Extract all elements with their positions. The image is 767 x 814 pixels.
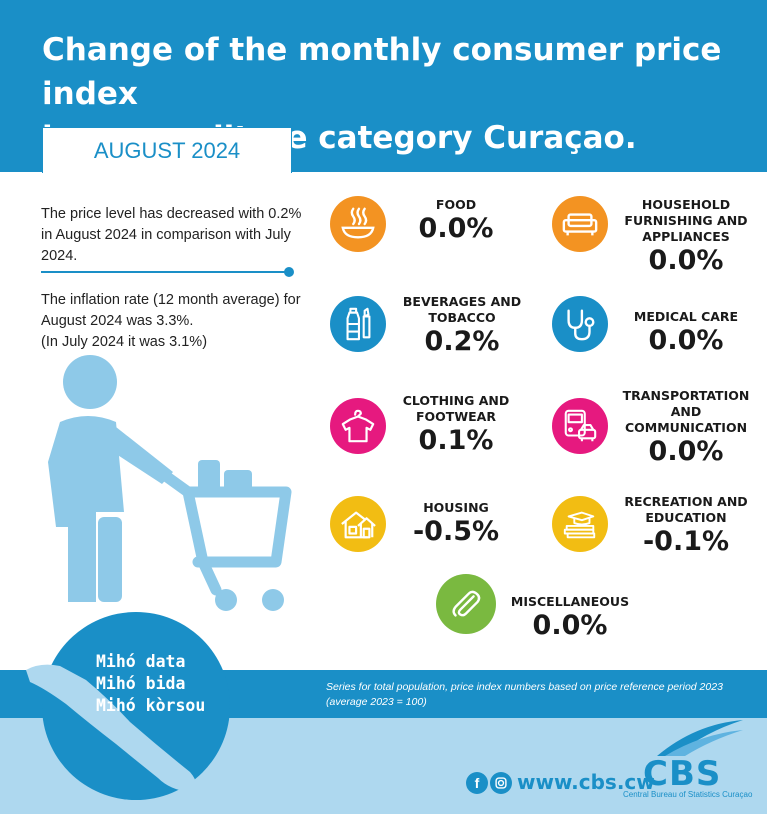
household-category: HOUSEHOLD FURNISHING AND APPLIANCES 0.0%	[606, 197, 766, 277]
beverages-category-icon	[330, 296, 386, 352]
clothing-value: 0.1%	[418, 425, 494, 456]
shirt-icon	[341, 409, 375, 443]
transport-category: TRANSPORTATION AND COMMUNICATION 0.0%	[606, 388, 766, 468]
misc-category: MISCELLANEOUS 0.0%	[490, 594, 650, 642]
food-category-icon	[330, 196, 386, 252]
household-category-icon	[552, 196, 608, 252]
housing-value: -0.5%	[412, 516, 500, 547]
beverages-value: 0.2%	[424, 326, 500, 357]
curacao-island-icon	[26, 664, 196, 792]
misc-category-icon	[436, 574, 496, 634]
food-value: 0.0%	[418, 213, 494, 244]
transport-category-icon	[552, 398, 608, 454]
recreation-value: -0.1%	[642, 526, 730, 557]
website-link[interactable]: www.cbs.cw	[517, 770, 655, 794]
clothing-category-icon	[330, 398, 386, 454]
housing-category: HOUSING -0.5%	[376, 500, 536, 548]
divider-dot	[284, 267, 294, 277]
household-value: 0.0%	[648, 245, 724, 276]
food-bowl-icon	[341, 207, 375, 239]
badge-line-2: Mihó bida	[96, 674, 186, 693]
divider-line	[41, 271, 287, 273]
housing-category-icon	[330, 496, 386, 552]
inflation-text: The inflation rate (12 month average) fo…	[41, 292, 301, 350]
paperclip-icon	[452, 590, 481, 617]
house-icon	[341, 511, 376, 539]
cbs-logo: CBS	[643, 754, 722, 794]
beverages-category: BEVERAGES AND TOBACCO 0.2%	[382, 294, 542, 358]
bottle-icon	[346, 307, 371, 341]
sofa-icon	[562, 213, 598, 236]
series-note: Series for total population, price index…	[326, 681, 723, 708]
medical-category: MEDICAL CARE 0.0%	[606, 309, 766, 357]
food-category: FOOD 0.0%	[376, 197, 536, 245]
bus-car-icon	[564, 409, 597, 442]
recreation-category: RECREATION AND EDUCATION -0.1%	[606, 494, 766, 558]
badge-line-1: Mihó data	[96, 652, 186, 671]
misc-value: 0.0%	[532, 610, 608, 641]
stethoscope-icon	[567, 309, 595, 341]
shopper-with-cart-illustration	[48, 355, 292, 611]
month-label: AUGUST 2024	[42, 127, 292, 173]
cbs-logo-subtitle: Central Bureau of Statistics Curaçao	[623, 790, 753, 799]
clothing-category: CLOTHING AND FOOTWEAR 0.1%	[376, 393, 536, 457]
books-icon	[563, 511, 596, 539]
cbs-logo-swoosh-icon	[657, 720, 743, 756]
medical-category-icon	[552, 296, 608, 352]
medical-value: 0.0%	[648, 325, 724, 356]
facebook-icon[interactable]: f	[466, 772, 488, 794]
instagram-icon[interactable]	[490, 772, 512, 794]
recreation-category-icon	[552, 496, 608, 552]
price-level-text: The price level has decreased with 0.2% …	[41, 206, 302, 264]
badge-line-3: Mihó kòrsou	[96, 696, 206, 715]
transport-value: 0.0%	[648, 436, 724, 467]
